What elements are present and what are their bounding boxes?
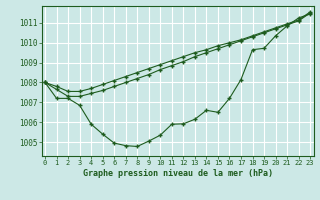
X-axis label: Graphe pression niveau de la mer (hPa): Graphe pression niveau de la mer (hPa)	[83, 169, 273, 178]
